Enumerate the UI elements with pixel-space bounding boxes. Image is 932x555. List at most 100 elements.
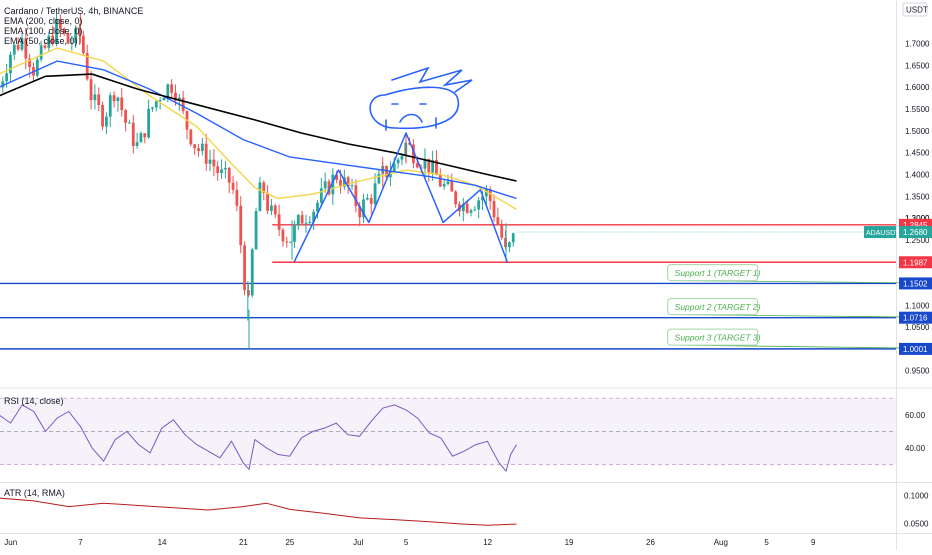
candle-body xyxy=(366,198,369,199)
face-doodle xyxy=(370,68,472,130)
candle-body xyxy=(324,181,327,188)
chart-legend: Cardano / TetherUS, 4h, BINANCE EMA (200… xyxy=(4,6,143,46)
price-tick-label: 1.5000 xyxy=(905,127,930,136)
candle-body xyxy=(90,79,93,100)
time-tick-label: 7 xyxy=(78,538,83,547)
candle-body xyxy=(401,156,404,160)
candle-body xyxy=(117,98,120,101)
candle-body xyxy=(197,148,200,151)
symbol-title[interactable]: Cardano / TetherUS, 4h, BINANCE xyxy=(4,6,143,16)
doodle-head xyxy=(370,87,458,128)
ema200-line xyxy=(0,74,516,181)
candle-body xyxy=(470,210,473,213)
candle-body xyxy=(155,101,158,107)
time-tick-label: 25 xyxy=(285,538,294,547)
candle-body xyxy=(301,215,304,223)
ema50-legend[interactable]: EMA (50, close, 0) xyxy=(4,36,143,46)
time-tick-label: Jul xyxy=(353,538,363,547)
candle-body xyxy=(109,95,112,116)
price-level-tag-label: 1.1987 xyxy=(903,258,928,267)
candle-body xyxy=(439,175,442,186)
price-level-tag-label: 1.0716 xyxy=(903,314,928,323)
candle-body xyxy=(140,133,143,142)
doodle-hair xyxy=(392,68,472,92)
price-tick-label: 1.4500 xyxy=(905,149,930,158)
target-callout-label: Support 1 (TARGET 1) xyxy=(675,268,761,278)
candle-body xyxy=(266,193,269,211)
candle-body xyxy=(5,73,8,81)
price-tick-label: 1.3500 xyxy=(905,192,930,201)
candle-body xyxy=(308,222,311,223)
candle-body xyxy=(282,230,285,242)
candle-body xyxy=(166,84,169,98)
candle-body xyxy=(151,107,154,108)
atr-legend[interactable]: ATR (14, RMA) xyxy=(4,488,65,498)
candle-body xyxy=(270,205,273,210)
candle-body xyxy=(143,133,146,137)
currency-label: USDT xyxy=(906,6,928,15)
ema200-legend[interactable]: EMA (200, close, 0) xyxy=(4,16,143,26)
candle-body xyxy=(477,200,480,209)
atr-tick-label: 0.1000 xyxy=(904,491,929,500)
atr-line xyxy=(0,498,516,525)
price-tick-label: 1.4000 xyxy=(905,170,930,179)
time-tick-label: 9 xyxy=(811,538,816,547)
price-tick-label: 1.5500 xyxy=(905,105,930,114)
candle-body xyxy=(377,174,380,184)
candle-body xyxy=(13,45,16,55)
current-price-tag-label: 1.2680 xyxy=(903,228,928,237)
candle-body xyxy=(232,183,235,190)
ticker-tag-label: ADAUSDT xyxy=(866,230,900,237)
candle-body xyxy=(159,100,162,101)
time-tick-label: 14 xyxy=(158,538,167,547)
candle-body xyxy=(120,98,123,111)
candle-body xyxy=(216,166,219,173)
price-tick-label: 1.7000 xyxy=(905,40,930,49)
candle-body xyxy=(466,204,469,213)
candle-body xyxy=(496,217,499,224)
candle-body xyxy=(493,201,496,217)
candle-body xyxy=(170,84,173,92)
candle-body xyxy=(224,168,227,170)
candle-body xyxy=(500,224,503,238)
candle-body xyxy=(212,160,215,167)
candle-body xyxy=(251,249,254,295)
price-tick-label: 1.6500 xyxy=(905,61,930,70)
candle-body xyxy=(193,144,196,148)
candle-body xyxy=(36,59,39,75)
candle-body xyxy=(293,226,296,242)
candle-body xyxy=(128,123,131,124)
candle-body xyxy=(93,94,96,100)
candle-body xyxy=(447,181,450,184)
price-tick-label: 0.9500 xyxy=(905,367,930,376)
candle-body xyxy=(220,169,223,173)
ema100-legend[interactable]: EMA (100, close, 0) xyxy=(4,26,143,36)
time-tick-label: 5 xyxy=(404,538,409,547)
price-tick-label: 1.1000 xyxy=(905,301,930,310)
candle-body xyxy=(374,183,377,204)
time-tick-label: 12 xyxy=(483,538,492,547)
candle-body xyxy=(132,123,135,146)
candle-body xyxy=(512,233,515,242)
candle-body xyxy=(235,190,238,206)
rsi-legend[interactable]: RSI (14, close) xyxy=(4,396,64,406)
candle-body xyxy=(278,214,281,229)
time-tick-label: Jun xyxy=(4,538,17,547)
candle-body xyxy=(297,215,300,226)
price-level-tag-label: 1.0001 xyxy=(903,345,928,354)
candle-body xyxy=(147,109,150,138)
candle-body xyxy=(124,110,127,123)
candle-body xyxy=(209,160,212,164)
candle-body xyxy=(101,105,104,127)
chart-pattern-line xyxy=(294,133,507,262)
candle-body xyxy=(105,117,108,127)
candle-body xyxy=(351,185,354,186)
candle-body xyxy=(243,245,246,290)
time-tick-label: 19 xyxy=(565,538,574,547)
time-tick-label: 5 xyxy=(764,538,769,547)
candle-body xyxy=(274,205,277,214)
doodle-mouth xyxy=(400,115,422,123)
candle-body xyxy=(508,242,511,247)
